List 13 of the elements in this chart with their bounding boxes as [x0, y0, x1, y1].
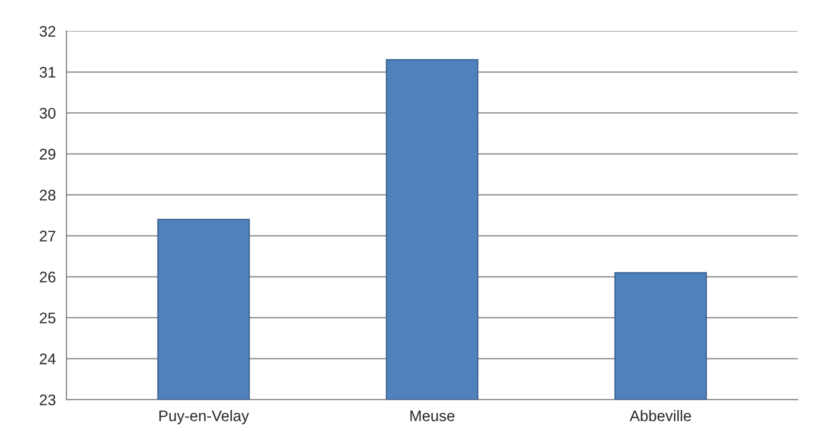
y-tick-label: 29: [40, 148, 56, 160]
y-tick-label: 28: [40, 190, 56, 201]
x-tick-label: Meuse: [410, 410, 454, 422]
y-tick-label: 27: [40, 230, 56, 242]
x-tick-label: Abbeville: [630, 410, 691, 422]
y-tick-label: 32: [40, 26, 56, 37]
x-tick-label: Puy-en-Velay: [159, 410, 250, 424]
y-tick-label: 23: [40, 394, 56, 406]
y-tick-label: 26: [40, 272, 56, 282]
y-tick-label: 25: [40, 312, 56, 324]
y-tick-label: 24: [40, 354, 56, 364]
y-tick-label: 30: [40, 108, 56, 119]
y-tick-label: 31: [40, 66, 56, 78]
